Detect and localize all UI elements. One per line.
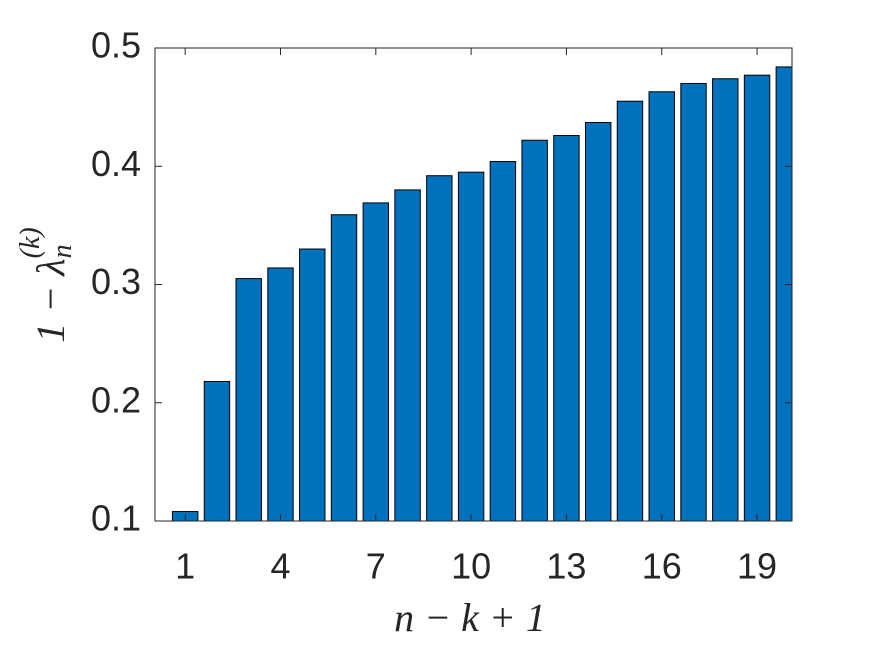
y-tick-label: 0.4	[91, 143, 141, 184]
x-tick-label: 7	[366, 546, 386, 587]
bar	[553, 135, 580, 521]
x-tick-label: 19	[737, 546, 777, 587]
bar	[457, 171, 485, 521]
plot-area	[171, 66, 792, 521]
x-tick-label: 10	[451, 546, 491, 587]
x-tick-label: 13	[546, 546, 586, 587]
bar	[775, 66, 792, 521]
bar	[743, 74, 771, 521]
bar	[203, 380, 231, 521]
y-label-sup: (k)	[15, 227, 46, 258]
bar	[680, 82, 707, 521]
bar	[235, 278, 262, 521]
bar	[394, 189, 421, 521]
bar	[426, 175, 453, 521]
y-tick-label: 0.3	[91, 261, 141, 302]
x-tick-label: 4	[270, 546, 290, 587]
y-axis-label: 1 − λn(k)	[15, 227, 78, 342]
bar	[616, 100, 644, 521]
y-label-base: 1 − λ	[28, 258, 73, 342]
x-tick-label: 1	[175, 546, 195, 587]
bar	[299, 248, 326, 521]
bar	[521, 139, 548, 521]
y-tick-label: 0.5	[91, 25, 141, 66]
y-label-sub: n	[47, 244, 78, 258]
y-tick-label: 0.1	[91, 498, 141, 539]
x-axis-label: n − k + 1	[394, 595, 546, 640]
bar	[362, 202, 390, 521]
bar	[712, 78, 739, 521]
bar	[489, 161, 517, 521]
bar	[584, 121, 612, 521]
bar	[267, 267, 294, 521]
x-tick-label: 16	[642, 546, 682, 587]
bar	[330, 214, 358, 521]
bar	[648, 91, 675, 521]
y-tick-label: 0.2	[91, 379, 141, 420]
